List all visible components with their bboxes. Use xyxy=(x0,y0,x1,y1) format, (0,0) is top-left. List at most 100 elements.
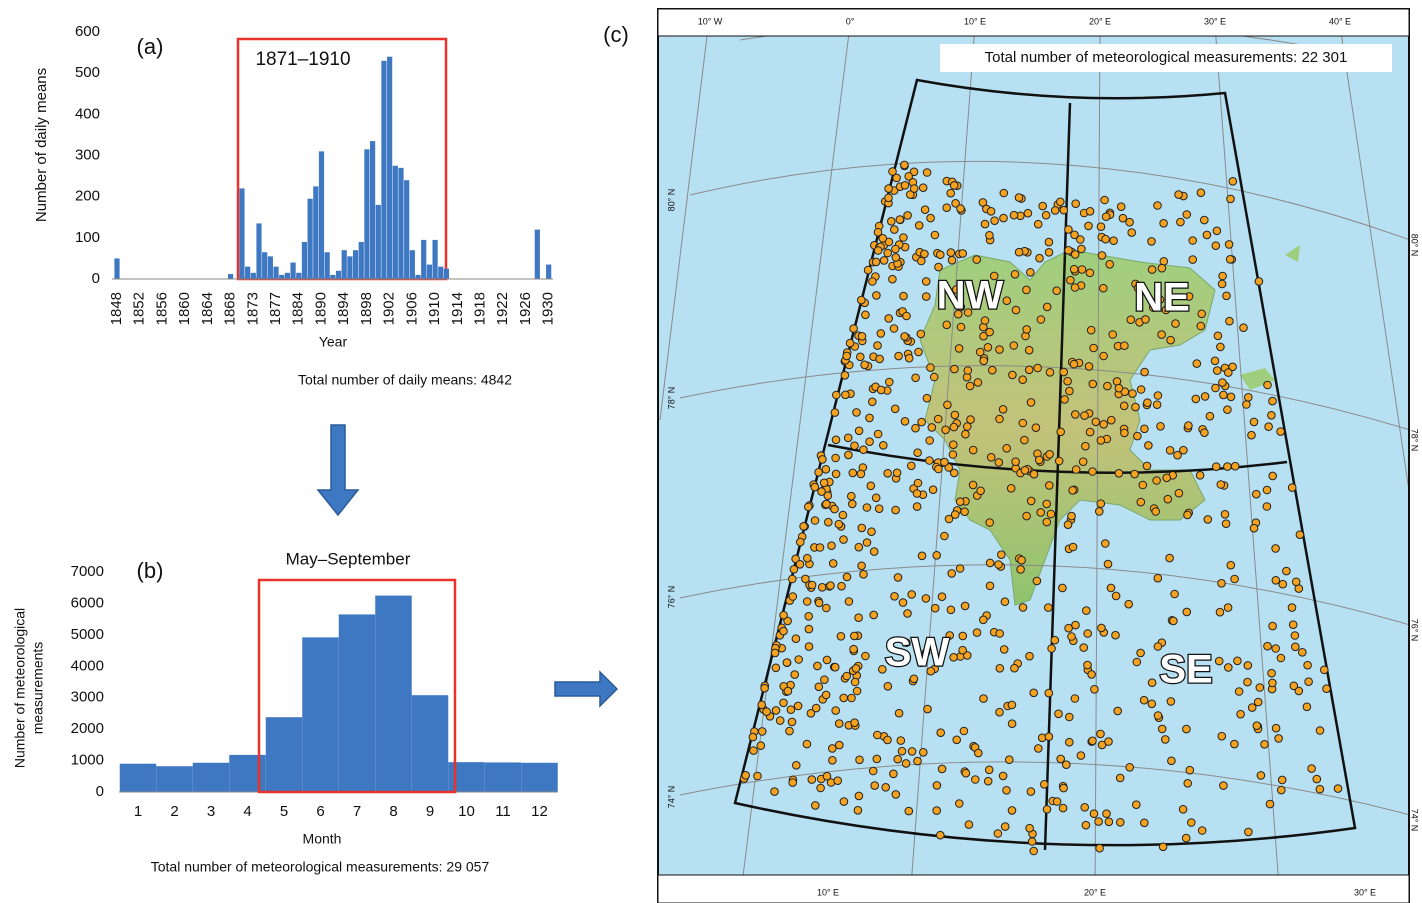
observation-point xyxy=(1152,476,1161,485)
observation-point xyxy=(947,569,957,578)
observation-point xyxy=(840,371,850,380)
observation-point xyxy=(1153,391,1163,400)
observation-point xyxy=(804,642,814,651)
lon-label: 10° W xyxy=(698,16,723,26)
observation-point xyxy=(873,730,882,740)
bar xyxy=(284,272,290,279)
observation-point xyxy=(1196,188,1206,197)
observation-point xyxy=(979,331,988,341)
observation-point xyxy=(783,616,792,626)
observation-point xyxy=(1063,520,1073,530)
observation-point xyxy=(923,704,932,714)
observation-point xyxy=(806,709,816,718)
observation-point xyxy=(810,482,820,492)
observation-point xyxy=(842,572,852,582)
observation-point xyxy=(1173,450,1182,460)
observation-point xyxy=(892,173,901,183)
x-tick-label: 1884 xyxy=(290,292,307,325)
observation-point xyxy=(1088,467,1097,476)
observation-point xyxy=(788,574,797,584)
observation-point xyxy=(933,414,943,424)
bar xyxy=(521,762,558,792)
observation-point xyxy=(816,783,825,793)
observation-point xyxy=(869,610,879,620)
observation-point xyxy=(966,415,975,424)
observation-point xyxy=(1181,833,1191,843)
observation-point xyxy=(995,414,1004,424)
observation-point xyxy=(819,478,829,488)
observation-point xyxy=(1133,431,1142,441)
observation-point xyxy=(783,686,793,696)
observation-point xyxy=(1230,739,1239,749)
observation-point xyxy=(1032,576,1042,586)
observation-point xyxy=(945,631,955,640)
observation-point xyxy=(1236,709,1245,719)
observation-point xyxy=(1223,603,1233,612)
observation-point xyxy=(1069,359,1079,369)
observation-point xyxy=(1056,754,1065,764)
observation-point xyxy=(894,351,903,361)
observation-point xyxy=(906,190,915,199)
bar xyxy=(245,266,251,279)
observation-point xyxy=(1104,737,1113,746)
observation-point xyxy=(891,244,900,254)
observation-point xyxy=(832,390,841,400)
observation-point xyxy=(1153,711,1163,720)
observation-points xyxy=(739,160,1343,856)
bar xyxy=(546,264,552,279)
observation-point xyxy=(1291,577,1301,587)
observation-point xyxy=(1216,480,1226,489)
observation-point xyxy=(875,354,884,364)
observation-point xyxy=(1140,818,1149,828)
observation-point xyxy=(1007,700,1017,710)
bar xyxy=(114,258,120,279)
observation-point xyxy=(968,480,978,490)
observation-point xyxy=(1156,422,1165,431)
observation-point xyxy=(1290,631,1300,640)
observation-point xyxy=(836,632,846,641)
observation-point xyxy=(1059,783,1068,793)
observation-point xyxy=(942,203,952,212)
observation-point xyxy=(1148,303,1158,312)
observation-point xyxy=(848,468,858,478)
observation-point xyxy=(1080,803,1089,812)
observation-point xyxy=(1140,424,1149,434)
observation-point xyxy=(1115,773,1125,783)
observation-point xyxy=(1090,685,1099,694)
observation-point xyxy=(922,168,932,177)
observation-point xyxy=(1287,483,1297,492)
observation-point xyxy=(907,590,917,599)
observation-point xyxy=(789,565,799,574)
observation-point xyxy=(1215,607,1225,617)
observation-point xyxy=(857,561,866,571)
observation-point xyxy=(883,682,893,691)
observation-point xyxy=(852,408,861,417)
observation-point xyxy=(852,686,862,696)
observation-point xyxy=(1322,684,1331,694)
observation-point xyxy=(1024,365,1034,375)
observation-point xyxy=(949,440,958,450)
observation-point xyxy=(985,581,995,591)
observation-point xyxy=(883,248,893,258)
observation-point xyxy=(1222,291,1231,301)
observation-point xyxy=(856,469,866,479)
observation-point xyxy=(855,755,864,765)
observation-point xyxy=(1171,319,1180,328)
observation-point xyxy=(1064,623,1073,633)
panel-label: (a) xyxy=(137,34,164,59)
observation-point xyxy=(1022,325,1031,334)
observation-point xyxy=(1174,190,1183,199)
observation-point xyxy=(1088,379,1098,389)
y-tick-label: 7000 xyxy=(71,563,104,580)
bar xyxy=(119,763,157,792)
observation-point xyxy=(1026,496,1036,506)
observation-point xyxy=(1116,818,1125,827)
observation-point xyxy=(959,726,969,736)
observation-point xyxy=(826,581,835,590)
observation-point xyxy=(1018,418,1028,428)
observation-point xyxy=(796,537,805,547)
observation-point xyxy=(839,693,849,703)
observation-point xyxy=(1000,822,1010,831)
observation-point xyxy=(1243,661,1253,670)
bar xyxy=(534,229,540,279)
